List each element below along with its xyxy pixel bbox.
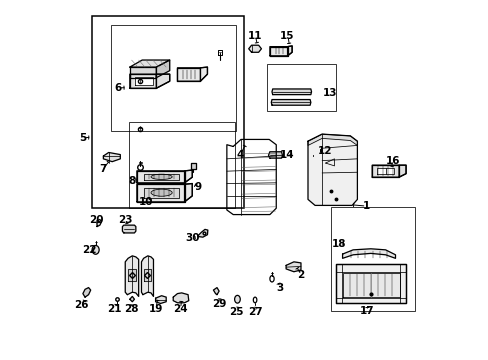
Text: 7: 7	[99, 165, 106, 174]
Text: 3: 3	[276, 283, 283, 293]
Polygon shape	[125, 256, 139, 296]
Ellipse shape	[151, 189, 172, 196]
Polygon shape	[128, 269, 136, 280]
Bar	[330, 207, 414, 311]
Ellipse shape	[234, 295, 240, 303]
Bar	[128, 122, 234, 208]
Text: 24: 24	[173, 304, 187, 314]
Polygon shape	[143, 269, 151, 280]
Polygon shape	[342, 249, 395, 258]
Text: 5: 5	[79, 133, 86, 143]
Text: 16: 16	[385, 156, 399, 166]
Polygon shape	[198, 229, 207, 237]
Polygon shape	[271, 100, 310, 105]
Text: 26: 26	[74, 300, 89, 310]
Polygon shape	[177, 67, 207, 81]
Text: 11: 11	[247, 31, 262, 41]
Polygon shape	[336, 264, 405, 303]
Text: 2: 2	[297, 270, 304, 280]
Polygon shape	[83, 288, 90, 297]
Text: 15: 15	[280, 31, 294, 41]
Text: 23: 23	[118, 215, 132, 225]
Polygon shape	[371, 165, 405, 177]
Text: 17: 17	[359, 306, 374, 316]
Bar	[267, 64, 336, 111]
Text: 4: 4	[236, 150, 243, 160]
Text: 12: 12	[317, 146, 331, 156]
Text: 21: 21	[107, 304, 122, 314]
Polygon shape	[268, 152, 282, 158]
Polygon shape	[97, 220, 102, 226]
Text: 6: 6	[114, 83, 122, 93]
Polygon shape	[143, 174, 179, 180]
Polygon shape	[213, 288, 219, 294]
Bar	[92, 16, 244, 208]
Polygon shape	[103, 153, 120, 162]
Polygon shape	[137, 184, 192, 202]
Polygon shape	[271, 89, 311, 95]
Polygon shape	[130, 60, 169, 67]
Text: 18: 18	[331, 239, 346, 249]
Polygon shape	[156, 60, 169, 78]
Polygon shape	[135, 77, 153, 85]
Polygon shape	[248, 45, 261, 52]
Polygon shape	[130, 74, 169, 88]
Text: 29: 29	[211, 299, 226, 309]
Polygon shape	[122, 225, 136, 233]
Text: 13: 13	[322, 87, 336, 98]
Text: 25: 25	[229, 307, 244, 317]
Text: 30: 30	[184, 233, 199, 243]
Text: 10: 10	[139, 197, 153, 207]
Ellipse shape	[92, 246, 99, 254]
Text: 9: 9	[194, 182, 201, 192]
Polygon shape	[307, 134, 357, 145]
Text: 8: 8	[128, 176, 136, 186]
Polygon shape	[130, 296, 134, 302]
Polygon shape	[141, 256, 153, 296]
Polygon shape	[342, 274, 399, 297]
Polygon shape	[130, 67, 156, 78]
Text: 27: 27	[247, 307, 262, 317]
Text: 1: 1	[362, 202, 369, 211]
Text: 14: 14	[279, 150, 294, 159]
Polygon shape	[155, 296, 166, 303]
Polygon shape	[285, 262, 300, 272]
Text: 19: 19	[148, 304, 163, 314]
Polygon shape	[137, 170, 192, 183]
Text: 22: 22	[82, 245, 96, 255]
Polygon shape	[173, 293, 188, 303]
Polygon shape	[190, 163, 195, 169]
Polygon shape	[130, 60, 169, 67]
Polygon shape	[269, 46, 291, 56]
Polygon shape	[376, 168, 394, 174]
Polygon shape	[143, 188, 179, 198]
Text: 20: 20	[89, 215, 103, 225]
Text: 28: 28	[123, 304, 138, 314]
Polygon shape	[307, 134, 357, 206]
Bar	[111, 25, 236, 131]
Ellipse shape	[151, 174, 172, 180]
